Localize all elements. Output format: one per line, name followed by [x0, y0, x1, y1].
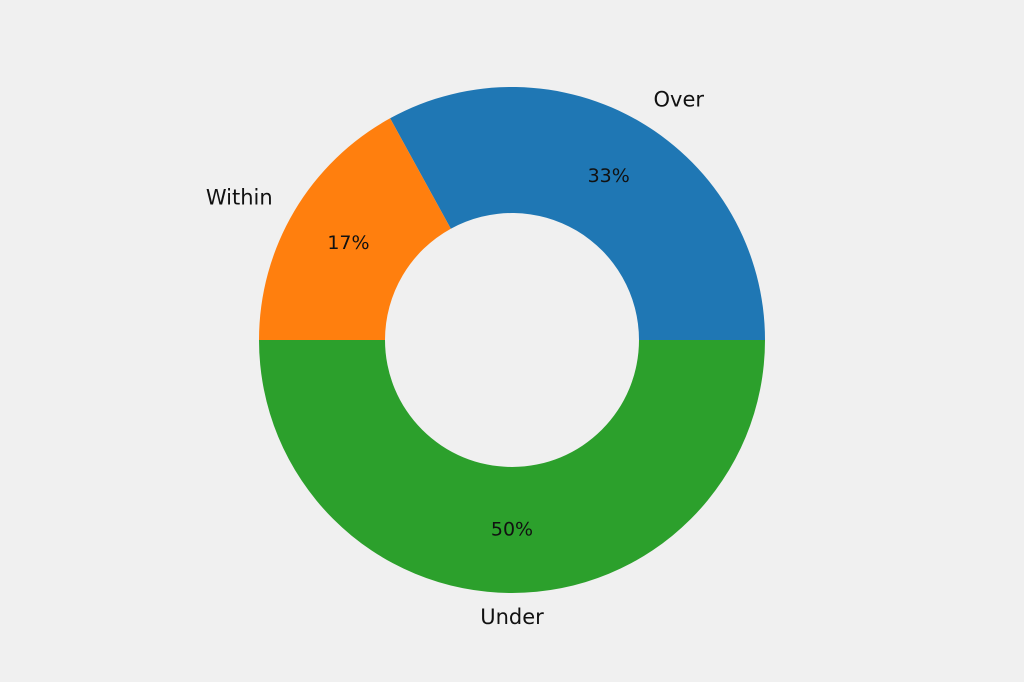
category-label-under: Under — [480, 605, 544, 629]
percent-label-over: 33% — [588, 165, 630, 187]
percent-label-within: 17% — [327, 232, 369, 254]
slice-over — [390, 87, 765, 340]
slice-group — [259, 87, 765, 593]
percent-label-under: 50% — [491, 519, 533, 541]
slice-within — [259, 118, 451, 341]
category-label-within: Within — [206, 185, 273, 209]
category-label-over: Over — [654, 88, 705, 112]
slice-under — [259, 340, 765, 593]
label-group: Over 33% Within 17% Under 50% — [206, 88, 705, 629]
